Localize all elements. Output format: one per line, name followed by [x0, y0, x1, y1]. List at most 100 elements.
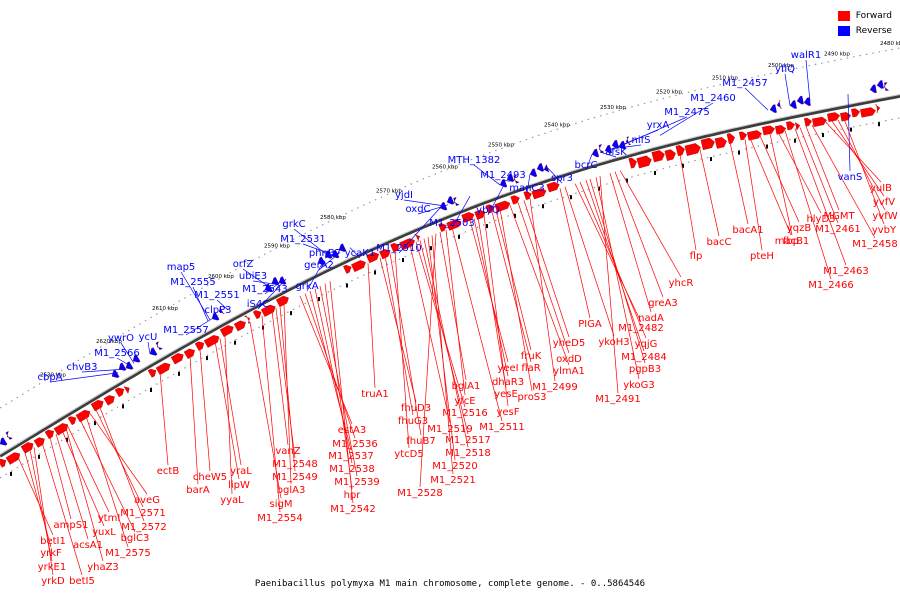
gene-label-reverse[interactable]: M1_2493: [480, 170, 525, 181]
gene-label-forward[interactable]: pteH: [750, 251, 774, 262]
gene-label-reverse[interactable]: M1_2457: [722, 78, 767, 89]
gene-label-forward[interactable]: yuIB: [870, 183, 892, 194]
gene-label-reverse[interactable]: grkC: [282, 219, 305, 230]
reverse-gene[interactable]: [803, 97, 811, 107]
reverse-gene[interactable]: [776, 100, 783, 109]
forward-gene[interactable]: [664, 149, 677, 161]
gene-label-forward[interactable]: yuxL: [92, 527, 116, 538]
forward-gene[interactable]: [90, 398, 105, 412]
forward-gene[interactable]: [684, 142, 702, 156]
forward-gene[interactable]: [700, 137, 716, 150]
forward-gene[interactable]: [20, 440, 35, 454]
gene-label-forward[interactable]: M1_2548: [272, 459, 317, 470]
reverse-gene[interactable]: [625, 136, 632, 146]
gene-label-forward[interactable]: PIGA: [578, 319, 602, 330]
gene-label-reverse[interactable]: oxdC: [405, 204, 430, 215]
forward-gene[interactable]: [275, 294, 290, 308]
forward-gene[interactable]: [252, 309, 263, 320]
gene-label-reverse[interactable]: bcrC: [575, 160, 598, 171]
forward-gene[interactable]: [746, 130, 762, 141]
reverse-gene[interactable]: [337, 243, 347, 254]
gene-label-forward[interactable]: M1_2484: [621, 352, 666, 363]
reverse-gene[interactable]: [499, 178, 508, 189]
forward-gene[interactable]: [5, 450, 22, 465]
gene-label-reverse[interactable]: map5: [167, 262, 196, 273]
reverse-gene[interactable]: [110, 369, 120, 380]
gene-label-reverse[interactable]: ybfQ: [476, 205, 500, 216]
forward-gene[interactable]: [0, 457, 8, 468]
gene-label-forward[interactable]: M1_2528: [397, 488, 442, 499]
gene-label-forward[interactable]: sigM: [270, 499, 293, 510]
gene-label-forward[interactable]: ykoH3: [598, 337, 629, 348]
gene-label-forward[interactable]: M1_2491: [595, 394, 640, 405]
gene-label-forward[interactable]: M1_2554: [257, 513, 302, 524]
forward-gene[interactable]: [219, 323, 235, 337]
gene-label-forward[interactable]: oxdD: [556, 354, 582, 365]
gene-label-forward[interactable]: M1_2517: [445, 435, 490, 446]
forward-gene[interactable]: [786, 121, 796, 131]
reverse-gene[interactable]: [876, 80, 884, 89]
gene-label-reverse[interactable]: M1_2551: [194, 290, 239, 301]
gene-label-forward[interactable]: ytmI: [98, 513, 121, 524]
gene-label-forward[interactable]: M1_2549: [272, 472, 317, 483]
forward-gene[interactable]: [840, 111, 852, 122]
gene-label-reverse[interactable]: iS4C: [247, 299, 269, 310]
gene-label-forward[interactable]: yvbY: [872, 225, 897, 236]
gene-label-forward[interactable]: dhaR3: [492, 377, 524, 388]
gene-label-reverse[interactable]: M1_2531: [280, 234, 325, 245]
forward-gene[interactable]: [260, 303, 277, 317]
gene-label-forward[interactable]: fhuD3: [401, 403, 431, 414]
gene-label-forward[interactable]: estA3: [338, 425, 367, 436]
gene-label-forward[interactable]: M1_2499: [532, 382, 577, 393]
gene-label-forward[interactable]: M1_2458: [852, 239, 897, 250]
gene-label-forward[interactable]: betI5: [69, 576, 95, 587]
gene-label-reverse[interactable]: nifS: [632, 135, 651, 146]
legend-reverse[interactable]: Reverse: [837, 23, 892, 38]
reverse-gene[interactable]: [277, 276, 287, 286]
gene-label-forward[interactable]: M1_2542: [330, 504, 375, 515]
gene-label-forward[interactable]: bglA1: [452, 381, 481, 392]
forward-gene[interactable]: [194, 340, 206, 351]
gene-label-reverse[interactable]: M1_2566: [94, 348, 139, 359]
forward-gene[interactable]: [851, 108, 861, 118]
forward-gene[interactable]: [628, 157, 638, 169]
reverse-gene[interactable]: [513, 174, 520, 184]
gene-label-forward[interactable]: M1_2536: [332, 439, 377, 450]
reverse-gene[interactable]: [438, 201, 448, 212]
reverse-gene[interactable]: [217, 306, 225, 315]
forward-gene[interactable]: [67, 414, 78, 426]
forward-gene[interactable]: [233, 319, 247, 332]
gene-label-forward[interactable]: fruK: [521, 351, 542, 362]
forward-gene[interactable]: [523, 190, 533, 201]
gene-label-forward[interactable]: M1_2575: [105, 548, 150, 559]
gene-label-reverse[interactable]: phnB7: [309, 248, 341, 259]
forward-gene[interactable]: [546, 181, 561, 193]
forward-gene[interactable]: [510, 194, 521, 205]
reverse-gene[interactable]: [796, 95, 804, 105]
gene-label-forward[interactable]: flaR: [521, 363, 540, 374]
gene-label-forward[interactable]: M1_2538: [329, 464, 374, 475]
gene-label-forward[interactable]: M1_2521: [430, 475, 475, 486]
gene-label-reverse[interactable]: M1_2503: [429, 218, 474, 229]
gene-label-forward[interactable]: barA: [186, 485, 210, 496]
forward-gene[interactable]: [827, 112, 840, 122]
reverse-gene[interactable]: [604, 144, 613, 154]
gene-label-reverse[interactable]: M1_2543: [242, 284, 287, 295]
forward-gene[interactable]: [794, 122, 801, 131]
gene-label-reverse[interactable]: clpP3: [204, 305, 231, 316]
reverse-gene[interactable]: [117, 362, 127, 373]
gene-label-reverse[interactable]: yjdI: [395, 190, 413, 201]
gene-label-forward[interactable]: MGMT: [823, 211, 855, 222]
gene-label-forward[interactable]: aveG: [134, 495, 160, 506]
gene-label-reverse[interactable]: vanS: [838, 172, 863, 183]
gene-label-reverse[interactable]: chvB3: [67, 362, 98, 373]
forward-gene[interactable]: [775, 124, 786, 135]
gene-label-reverse[interactable]: manC3: [509, 183, 545, 194]
gene-label-forward[interactable]: fhuG3: [398, 416, 428, 427]
gene-label-reverse[interactable]: ycaK1: [345, 248, 375, 259]
gene-label-forward[interactable]: ytcD5: [394, 449, 423, 460]
forward-gene[interactable]: [414, 233, 422, 242]
gene-label-reverse[interactable]: cbpA: [37, 372, 62, 383]
forward-gene[interactable]: [170, 351, 185, 365]
reverse-gene[interactable]: [131, 354, 141, 364]
